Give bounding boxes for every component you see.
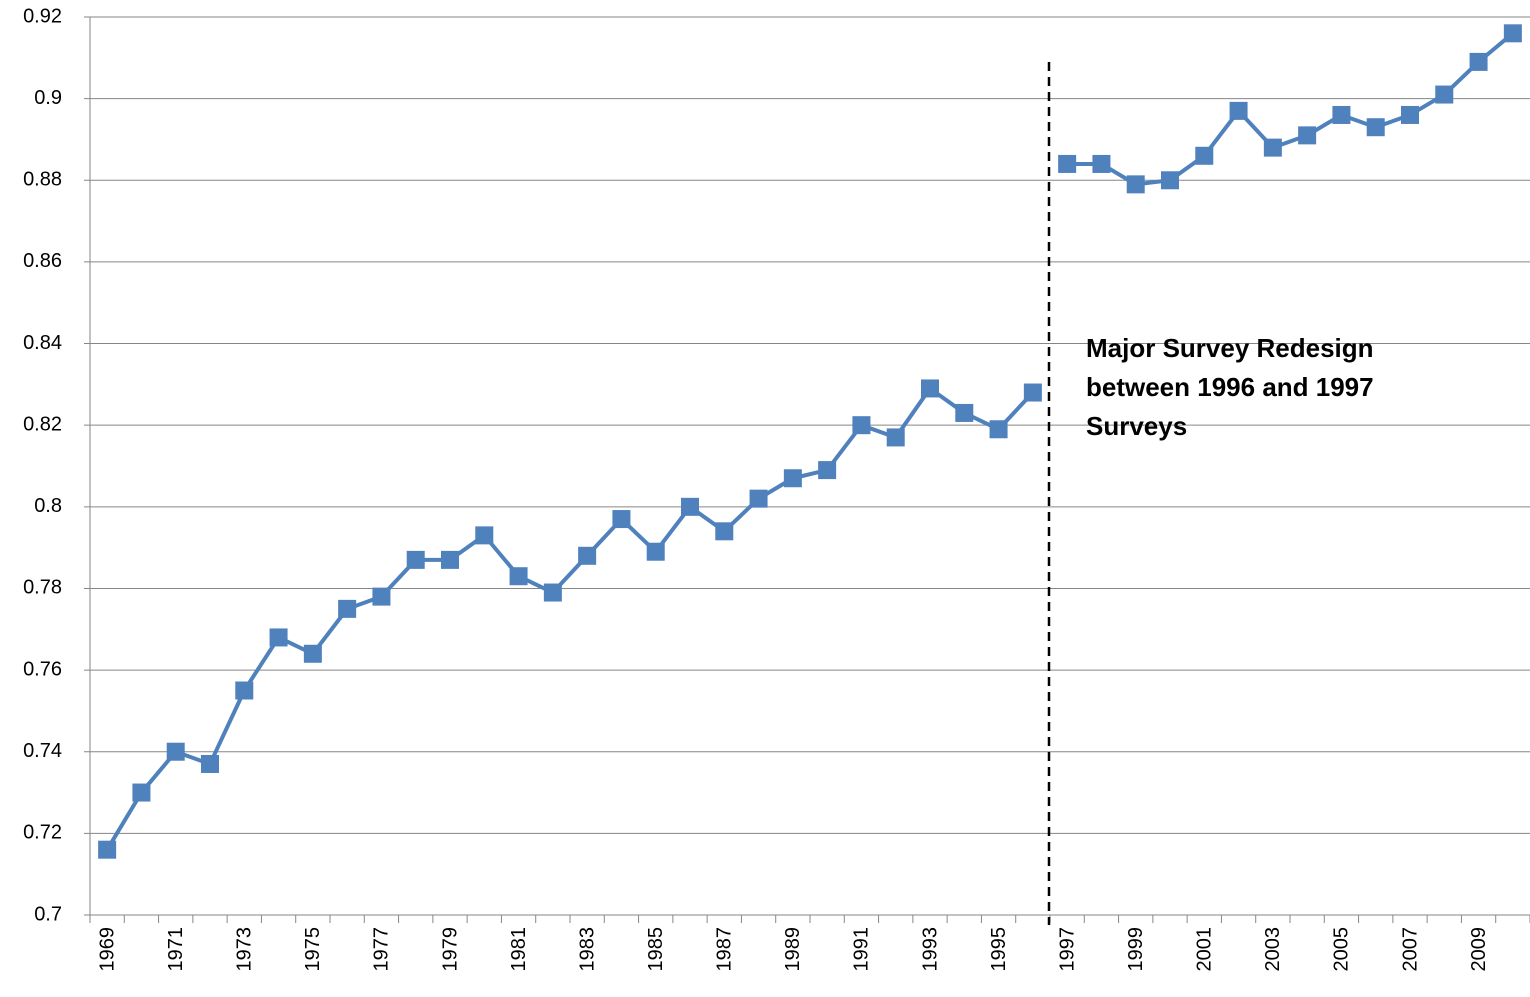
x-tick-label: 2003 (1262, 927, 1284, 972)
marker (886, 428, 905, 447)
marker (715, 522, 734, 541)
marker (235, 681, 254, 700)
y-tick-label: 0.74 (23, 740, 62, 762)
marker (372, 587, 391, 606)
x-tick-label: 2009 (1468, 927, 1490, 972)
marker (818, 461, 837, 480)
x-tick-label: 1991 (851, 927, 873, 972)
marker (1401, 105, 1419, 124)
marker (989, 420, 1008, 439)
y-tick-label: 0.9 (34, 87, 62, 109)
y-tick-label: 0.78 (23, 577, 62, 599)
y-tick-label: 0.76 (23, 658, 62, 680)
marker (852, 416, 871, 435)
marker (475, 526, 494, 545)
marker (1058, 154, 1077, 173)
x-tick-label: 1969 (96, 927, 118, 972)
marker (1229, 101, 1248, 120)
y-tick-label: 0.92 (23, 5, 62, 27)
marker (509, 567, 528, 586)
y-tick-label: 0.7 (34, 903, 62, 925)
x-tick-label: 1993 (919, 927, 941, 972)
x-tick-label: 1985 (645, 927, 667, 972)
marker (406, 550, 425, 569)
x-tick-label: 1973 (234, 927, 256, 972)
marker (338, 599, 357, 618)
marker (441, 550, 459, 569)
marker (303, 644, 322, 663)
x-tick-label: 1979 (439, 927, 461, 972)
marker (578, 546, 597, 565)
marker (1126, 175, 1145, 194)
annotation: Major Survey Redesign (1086, 333, 1374, 363)
marker (955, 403, 974, 422)
x-tick-label: 1981 (508, 927, 530, 972)
marker (1023, 383, 1042, 402)
x-tick-label: 1983 (576, 927, 598, 972)
y-tick-label: 0.72 (23, 822, 62, 844)
y-tick-label: 0.8 (34, 495, 62, 517)
line (1067, 31, 1515, 187)
x-tick-label: 1987 (714, 927, 736, 972)
marker (1435, 85, 1454, 104)
marker (681, 497, 699, 516)
x-tick-label: 2007 (1399, 927, 1421, 972)
marker (1366, 118, 1385, 137)
x-tick-label: 1977 (371, 927, 393, 972)
x-tick-label: 1999 (1125, 927, 1147, 972)
marker (646, 542, 665, 561)
y-tick-label: 0.84 (23, 332, 62, 354)
marker (543, 583, 562, 602)
marker (98, 840, 117, 859)
x-tick-label: 2001 (1194, 927, 1216, 972)
line (105, 386, 1035, 851)
x-tick-label: 1971 (165, 927, 187, 972)
marker (1195, 146, 1214, 165)
x-tick-label: 2005 (1331, 927, 1353, 972)
x-tick-label: 1995 (988, 927, 1010, 972)
marker (1298, 126, 1317, 145)
marker (269, 628, 288, 647)
y-tick-label: 0.86 (23, 250, 62, 272)
marker (201, 754, 219, 773)
marker (783, 469, 802, 488)
y-tick-label: 0.88 (23, 169, 62, 191)
annotation: Surveys (1086, 411, 1187, 441)
marker (166, 742, 185, 761)
marker (1469, 52, 1488, 71)
marker (1161, 171, 1179, 190)
x-tick-label: 1989 (782, 927, 804, 972)
marker (612, 510, 631, 529)
marker (921, 379, 939, 398)
annotation: between 1996 and 1997 (1086, 372, 1374, 402)
marker (1092, 154, 1111, 173)
marker (1332, 105, 1351, 124)
x-tick-label: 1975 (302, 927, 324, 972)
marker (132, 783, 151, 802)
y-tick-label: 0.82 (23, 413, 62, 435)
marker (749, 489, 768, 508)
marker (1263, 138, 1282, 157)
x-tick-label: 1997 (1056, 927, 1078, 972)
marker (1503, 24, 1522, 43)
